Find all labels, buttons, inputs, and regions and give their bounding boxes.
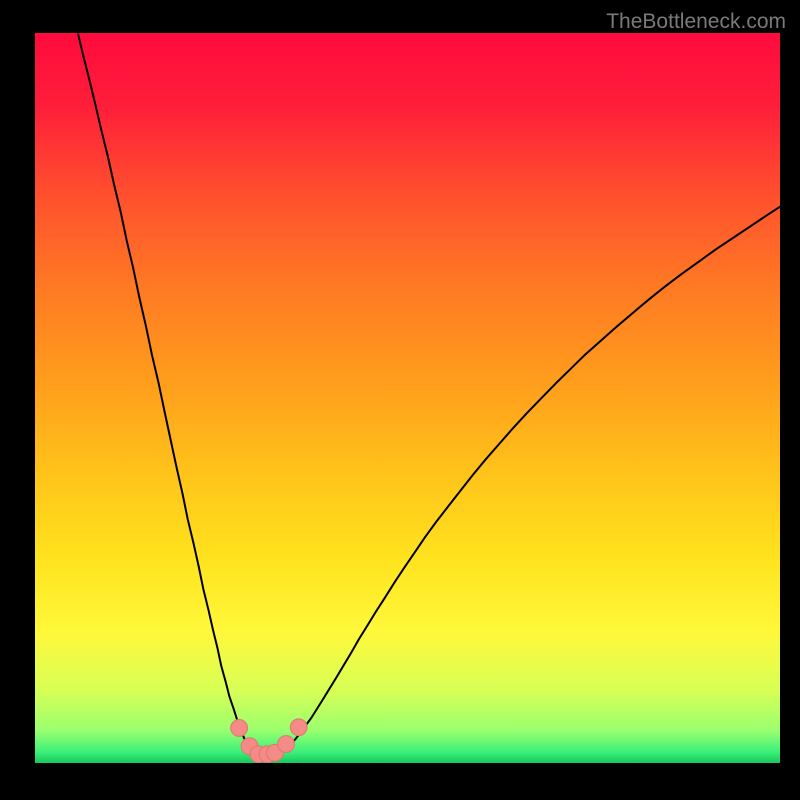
attribution-text: TheBottleneck.com xyxy=(606,10,786,34)
chart-container: { "attribution": { "text": "TheBottlenec… xyxy=(0,0,800,800)
bottleneck-curve-plot xyxy=(0,0,800,800)
